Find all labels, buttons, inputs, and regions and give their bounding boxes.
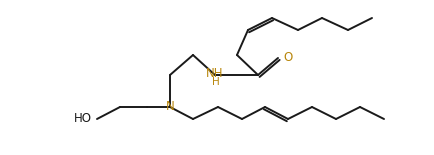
Text: NH: NH bbox=[206, 67, 223, 80]
Text: O: O bbox=[283, 51, 292, 64]
Text: H: H bbox=[212, 77, 219, 87]
Text: N: N bbox=[165, 100, 174, 113]
Text: HO: HO bbox=[74, 113, 92, 126]
